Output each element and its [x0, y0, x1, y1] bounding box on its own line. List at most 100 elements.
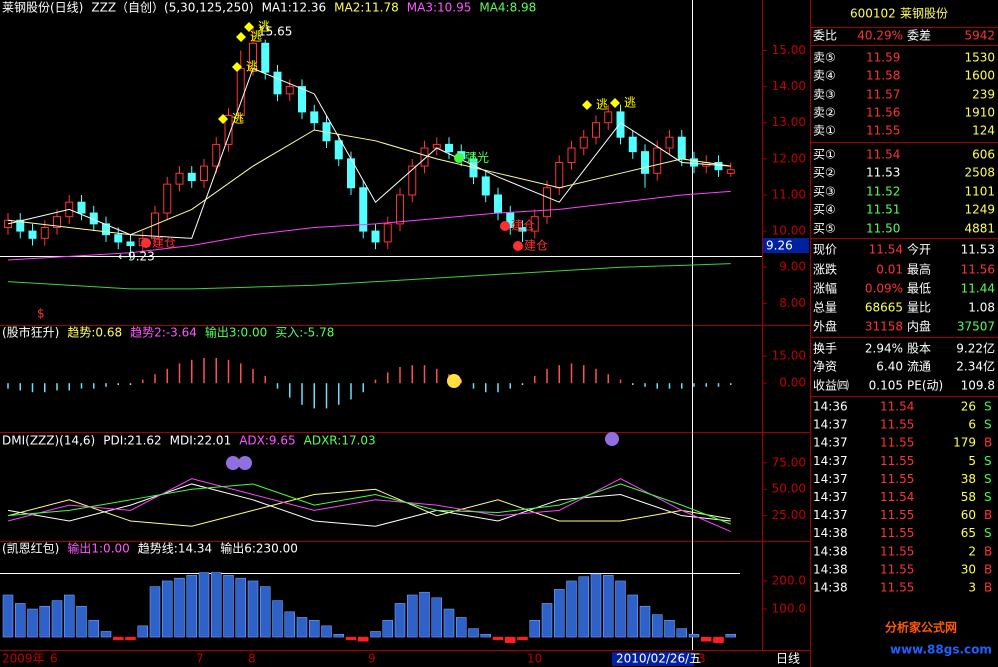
quote-cell: 1600	[964, 69, 995, 83]
indicator-line	[7, 488, 731, 527]
kane-bar	[64, 594, 75, 638]
candle-body	[28, 230, 37, 239]
trade-side: S	[984, 472, 992, 486]
trade-time: 14:37	[813, 472, 848, 486]
kane-bar	[223, 575, 234, 638]
kane-bar	[590, 573, 602, 638]
quote-cell: 最低	[907, 282, 931, 296]
candle-body	[16, 219, 25, 232]
panel-header-item: ADXR:17.03	[304, 434, 376, 448]
y-tick-label: 15.00	[772, 43, 806, 57]
y-tick-label: 200.0	[772, 573, 806, 587]
candle-body	[261, 42, 270, 73]
trade-price: 11.55	[880, 454, 914, 468]
kane-bar	[725, 634, 736, 638]
candle-body	[102, 223, 110, 236]
candle-body	[77, 201, 86, 214]
trade-time: 14:37	[813, 436, 848, 450]
stock-code: 600102	[850, 7, 896, 21]
y-tick-label: 11.00	[772, 187, 806, 201]
quote-cell: 涨跌	[813, 262, 837, 277]
signal-diamond	[610, 98, 620, 108]
panel-header-item: MA2:11.78	[334, 1, 399, 15]
trade-time: 14:37	[813, 454, 848, 468]
quote-cell: 1.08	[968, 301, 995, 315]
stock-name: 莱钢股份	[900, 7, 948, 21]
candle-body	[408, 165, 417, 196]
quote-cell: 68665	[865, 301, 903, 315]
candle-body	[690, 158, 698, 167]
kane-bar	[541, 603, 553, 638]
quote-cell: 124	[972, 124, 995, 138]
date-label: 8	[248, 652, 256, 666]
chart-annotation: $	[37, 307, 45, 321]
quote-cell: 0.01	[876, 263, 903, 277]
candle-body	[543, 187, 551, 218]
indicator-line	[7, 478, 731, 532]
kane-bar	[688, 634, 700, 638]
candle-body	[224, 115, 233, 145]
kane-bar	[76, 605, 87, 638]
y-tick-label: 9.00	[779, 260, 806, 274]
kane-bar	[639, 605, 651, 638]
candle-body	[530, 216, 539, 232]
panel-header-item: ZZZ（自创）(5,30,125,250)	[91, 1, 253, 15]
panel-header-item: 输出6:230.00	[220, 541, 298, 556]
chart-annotation: 逃	[232, 112, 244, 126]
trade-time: 14:38	[813, 544, 848, 558]
quote-cell: 卖④	[813, 69, 836, 83]
kane-bar	[664, 619, 675, 638]
chart-annotation: 逃	[250, 30, 262, 44]
kane-bar	[321, 625, 332, 638]
trade-price: 11.55	[880, 472, 914, 486]
kane-bar	[394, 603, 406, 638]
kane-bar	[578, 576, 589, 638]
quote-cell: 11.55	[866, 124, 900, 138]
kane-bar	[2, 594, 14, 638]
panel-header-item: (股市狂升)	[2, 325, 59, 340]
trade-time: 14:37	[813, 490, 848, 504]
quote-cell: 11.53	[866, 166, 900, 180]
kane-bar	[272, 600, 283, 638]
quote-cell: 0.09%	[865, 282, 903, 296]
kane-bar	[15, 603, 26, 638]
chart-annotation: 15.65	[258, 25, 292, 39]
date-label: 7	[196, 652, 204, 666]
candle-body	[714, 161, 723, 171]
quote-cell: 买①	[813, 148, 836, 162]
candle-body	[187, 172, 196, 182]
kane-bar	[260, 586, 271, 638]
face-icon	[238, 456, 252, 470]
kane-bar	[284, 611, 295, 638]
kane-bar	[529, 619, 540, 638]
quote-cell: 卖⑤	[813, 51, 836, 65]
quote-cell: 委差	[907, 29, 931, 43]
kane-bar	[701, 636, 712, 642]
kane-bar	[370, 631, 381, 638]
candle-body	[592, 122, 600, 138]
candle-body	[506, 212, 515, 228]
kane-bar	[443, 608, 455, 638]
trade-side: B	[984, 508, 992, 522]
candle-body	[445, 143, 453, 153]
trade-volume: 3	[968, 581, 976, 595]
trade-side: S	[984, 454, 992, 468]
indicator-line	[7, 483, 731, 527]
kane-bar	[566, 580, 577, 638]
chart-annotation: 建仓	[152, 236, 176, 250]
candle-body	[212, 143, 221, 167]
quote-cell: 11.56	[866, 106, 900, 120]
panel-header-item: (凯恩红包)	[2, 541, 59, 556]
kane-bar	[480, 634, 491, 638]
quote-cell: 11.44	[961, 282, 995, 296]
trade-side: S	[984, 490, 992, 504]
chart-annotation: 建仓	[524, 239, 548, 253]
trade-volume: 38	[961, 472, 976, 486]
kane-bar	[505, 636, 516, 643]
chart-annotation: 逃	[596, 98, 608, 112]
kane-bar	[149, 586, 161, 638]
kane-bar	[296, 617, 308, 638]
candle-body	[163, 183, 172, 214]
face-icon	[226, 456, 240, 470]
